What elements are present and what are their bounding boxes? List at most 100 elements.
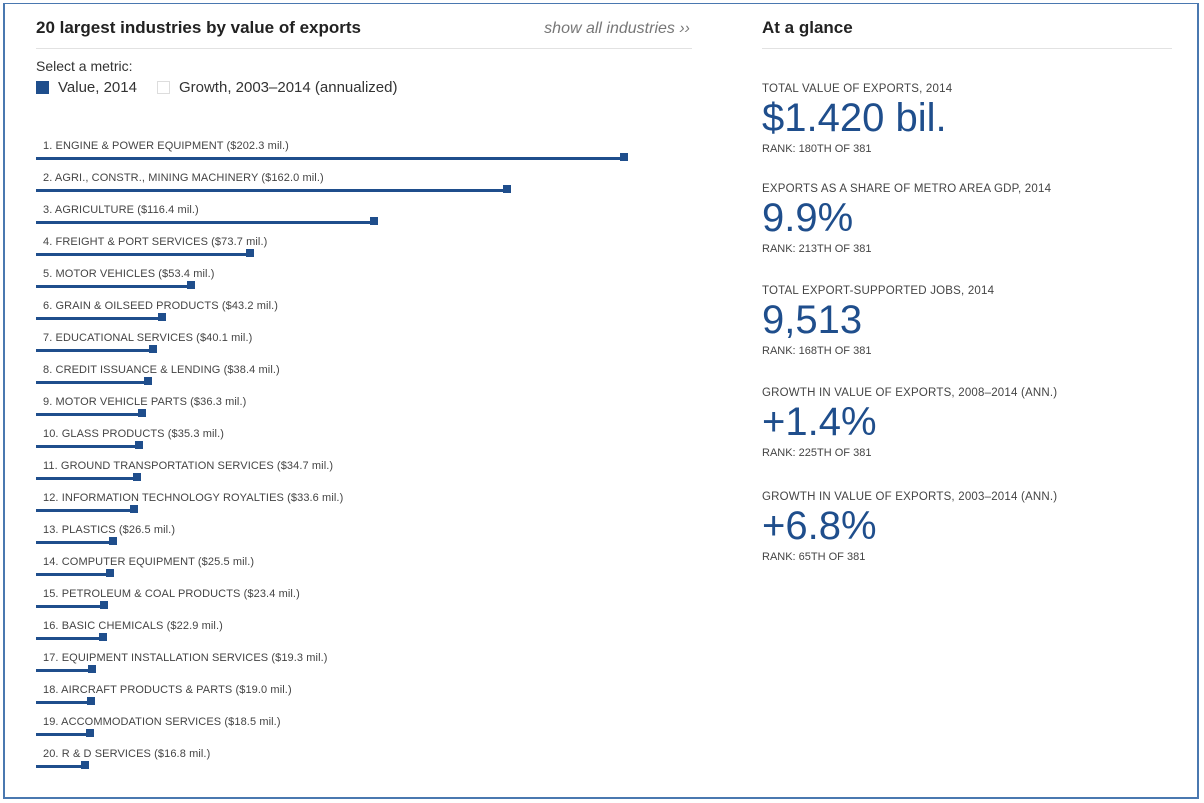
industry-row[interactable]: 4. FREIGHT & PORT SERVICES ($73.7 mil.) xyxy=(36,236,656,268)
industry-bar-end-marker xyxy=(133,473,141,481)
industry-bar xyxy=(36,221,374,224)
industry-bar-end-marker xyxy=(130,505,138,513)
stat-value: +1.4% xyxy=(762,400,877,444)
industry-label: 13. PLASTICS ($26.5 mil.) xyxy=(43,524,176,536)
industry-row[interactable]: 14. COMPUTER EQUIPMENT ($25.5 mil.) xyxy=(36,556,656,588)
industry-label: 10. GLASS PRODUCTS ($35.3 mil.) xyxy=(43,428,224,440)
industry-label: 16. BASIC CHEMICALS ($22.9 mil.) xyxy=(43,620,223,632)
industry-row[interactable]: 12. INFORMATION TECHNOLOGY ROYALTIES ($3… xyxy=(36,492,656,524)
industry-label: 2. AGRI., CONSTR., MINING MACHINERY ($16… xyxy=(43,172,324,184)
industry-bar-end-marker xyxy=(620,153,628,161)
stat-label: GROWTH IN VALUE OF EXPORTS, 2003–2014 (A… xyxy=(762,491,1058,503)
industry-bar xyxy=(36,253,250,256)
exports-panel: 20 largest industries by value of export… xyxy=(36,18,692,96)
exports-panel-title: 20 largest industries by value of export… xyxy=(36,18,362,37)
industry-bar-end-marker xyxy=(99,633,107,641)
industry-bar-end-marker xyxy=(88,665,96,673)
stat-label: EXPORTS AS A SHARE OF METRO AREA GDP, 20… xyxy=(762,183,1052,195)
stat-label: TOTAL EXPORT-SUPPORTED JOBS, 2014 xyxy=(762,285,995,297)
metric-growth-checkbox[interactable] xyxy=(156,81,170,94)
industry-label: 7. EDUCATIONAL SERVICES ($40.1 mil.) xyxy=(43,332,253,344)
industry-row[interactable]: 5. MOTOR VEHICLES ($53.4 mil.) xyxy=(36,268,656,300)
industry-label: 14. COMPUTER EQUIPMENT ($25.5 mil.) xyxy=(43,556,255,568)
metric-value-option[interactable]: Value, 2014 xyxy=(36,79,137,96)
industry-row[interactable]: 16. BASIC CHEMICALS ($22.9 mil.) xyxy=(36,620,656,652)
at-a-glance-panel: At a glance TOTAL VALUE OF EXPORTS, 2014… xyxy=(762,18,1172,563)
industry-bar xyxy=(36,381,148,384)
industry-row[interactable]: 3. AGRICULTURE ($116.4 mil.) xyxy=(36,204,656,236)
industry-bar-end-marker xyxy=(158,313,166,321)
industry-bar xyxy=(36,765,85,768)
industry-label: 5. MOTOR VEHICLES ($53.4 mil.) xyxy=(43,268,215,280)
industry-bar xyxy=(36,669,92,672)
stat-exports-share-gdp: EXPORTS AS A SHARE OF METRO AREA GDP, 20… xyxy=(762,183,1172,255)
industry-bar xyxy=(36,701,91,704)
industry-bar xyxy=(36,637,103,640)
industry-row[interactable]: 6. GRAIN & OILSEED PRODUCTS ($43.2 mil.) xyxy=(36,300,656,332)
exports-panel-header: 20 largest industries by value of export… xyxy=(36,18,692,49)
metric-growth-label: Growth, 2003–2014 (annualized) xyxy=(178,79,398,96)
at-a-glance-title: At a glance xyxy=(762,18,1172,49)
industry-bar xyxy=(36,157,624,160)
industry-row[interactable]: 20. R & D SERVICES ($16.8 mil.) xyxy=(36,748,656,780)
metric-value-checkbox[interactable] xyxy=(36,81,49,94)
stat-growth-2008-2014: GROWTH IN VALUE OF EXPORTS, 2008–2014 (A… xyxy=(762,387,1172,459)
show-all-industries-link[interactable]: show all industries ›› xyxy=(544,20,690,37)
industry-label: 17. EQUIPMENT INSTALLATION SERVICES ($19… xyxy=(43,652,328,664)
industry-row[interactable]: 1. ENGINE & POWER EQUIPMENT ($202.3 mil.… xyxy=(36,140,656,172)
industry-bar xyxy=(36,317,162,320)
industry-row[interactable]: 18. AIRCRAFT PRODUCTS & PARTS ($19.0 mil… xyxy=(36,684,656,716)
industry-bar-end-marker xyxy=(135,441,143,449)
industry-label: 1. ENGINE & POWER EQUIPMENT ($202.3 mil.… xyxy=(43,140,289,152)
stat-rank: RANK: 168TH OF 381 xyxy=(762,345,872,357)
industry-bar xyxy=(36,605,104,608)
industry-label: 9. MOTOR VEHICLE PARTS ($36.3 mil.) xyxy=(43,396,247,408)
stat-export-jobs: TOTAL EXPORT-SUPPORTED JOBS, 2014 9,513 … xyxy=(762,285,1172,357)
industry-bar-end-marker xyxy=(370,217,378,225)
industry-row[interactable]: 10. GLASS PRODUCTS ($35.3 mil.) xyxy=(36,428,656,460)
industry-row[interactable]: 9. MOTOR VEHICLE PARTS ($36.3 mil.) xyxy=(36,396,656,428)
stat-rank: RANK: 213TH OF 381 xyxy=(762,243,872,255)
industry-label: 12. INFORMATION TECHNOLOGY ROYALTIES ($3… xyxy=(43,492,344,504)
industry-bar xyxy=(36,509,134,512)
metric-selector: Value, 2014 Growth, 2003–2014 (annualize… xyxy=(36,79,692,96)
stat-rank: RANK: 180TH OF 381 xyxy=(762,143,872,155)
stat-label: TOTAL VALUE OF EXPORTS, 2014 xyxy=(762,83,953,95)
metric-prompt: Select a metric: xyxy=(36,58,133,74)
stat-total-exports: TOTAL VALUE OF EXPORTS, 2014 $1.420 bil.… xyxy=(762,83,1172,155)
industry-bar xyxy=(36,349,153,352)
stat-rank: RANK: 65TH OF 381 xyxy=(762,551,866,563)
industry-bar-end-marker xyxy=(187,281,195,289)
industry-bar-end-marker xyxy=(100,601,108,609)
industry-label: 4. FREIGHT & PORT SERVICES ($73.7 mil.) xyxy=(43,236,268,248)
industry-bar xyxy=(36,541,113,544)
industry-row[interactable]: 15. PETROLEUM & COAL PRODUCTS ($23.4 mil… xyxy=(36,588,656,620)
industry-bar-end-marker xyxy=(86,729,94,737)
stat-value: $1.420 bil. xyxy=(762,96,947,140)
industry-bar-end-marker xyxy=(87,697,95,705)
industry-bar-end-marker xyxy=(144,377,152,385)
stat-value: 9.9% xyxy=(762,196,854,240)
metric-growth-option[interactable]: Growth, 2003–2014 (annualized) xyxy=(155,79,397,96)
industry-row[interactable]: 11. GROUND TRANSPORTATION SERVICES ($34.… xyxy=(36,460,656,492)
industry-label: 18. AIRCRAFT PRODUCTS & PARTS ($19.0 mil… xyxy=(43,684,292,696)
industry-bar-end-marker xyxy=(149,345,157,353)
industry-bar xyxy=(36,477,137,480)
industry-row[interactable]: 7. EDUCATIONAL SERVICES ($40.1 mil.) xyxy=(36,332,656,364)
metric-value-label: Value, 2014 xyxy=(58,79,137,96)
stat-label: GROWTH IN VALUE OF EXPORTS, 2008–2014 (A… xyxy=(762,387,1058,399)
industry-row[interactable]: 13. PLASTICS ($26.5 mil.) xyxy=(36,524,656,556)
stat-rank: RANK: 225TH OF 381 xyxy=(762,447,872,459)
industry-row[interactable]: 2. AGRI., CONSTR., MINING MACHINERY ($16… xyxy=(36,172,656,204)
industry-bar xyxy=(36,189,507,192)
industry-row[interactable]: 17. EQUIPMENT INSTALLATION SERVICES ($19… xyxy=(36,652,656,684)
industry-bar-chart: 1. ENGINE & POWER EQUIPMENT ($202.3 mil.… xyxy=(36,140,656,780)
industry-bar-end-marker xyxy=(138,409,146,417)
industry-bar xyxy=(36,413,142,416)
industry-bar-end-marker xyxy=(503,185,511,193)
industry-row[interactable]: 19. ACCOMMODATION SERVICES ($18.5 mil.) xyxy=(36,716,656,748)
industry-label: 11. GROUND TRANSPORTATION SERVICES ($34.… xyxy=(43,460,334,472)
industry-row[interactable]: 8. CREDIT ISSUANCE & LENDING ($38.4 mil.… xyxy=(36,364,656,396)
industry-bar-end-marker xyxy=(109,537,117,545)
stat-value: 9,513 xyxy=(762,298,863,342)
